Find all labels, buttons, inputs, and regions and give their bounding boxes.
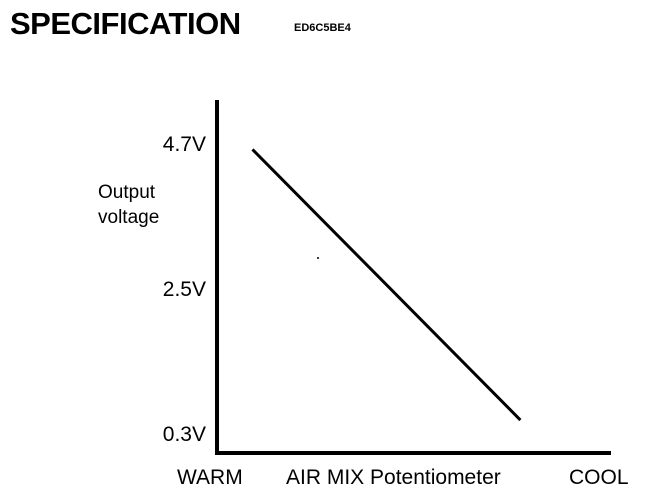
y-tick-label: 4.7V — [163, 133, 206, 156]
y-tick-label: 0.3V — [163, 423, 206, 446]
x-axis-label: AIR MIX Potentiometer — [286, 466, 501, 489]
series-group — [251, 148, 522, 422]
y-tick-label: 2.5V — [163, 278, 206, 301]
y-tick-labels: 4.7V 2.5V 0.3V — [163, 133, 206, 446]
x-tick-cool: COOL — [569, 466, 629, 489]
y-axis-label-line-2: voltage — [98, 207, 159, 228]
stray-dot — [317, 257, 319, 259]
y-axis-label-line-1: Output — [98, 182, 156, 203]
x-tick-warm: WARM — [177, 466, 243, 489]
series-line — [251, 148, 522, 422]
page-title: SPECIFICATION — [10, 6, 241, 41]
document-code: ED6C5BE4 — [294, 22, 351, 34]
